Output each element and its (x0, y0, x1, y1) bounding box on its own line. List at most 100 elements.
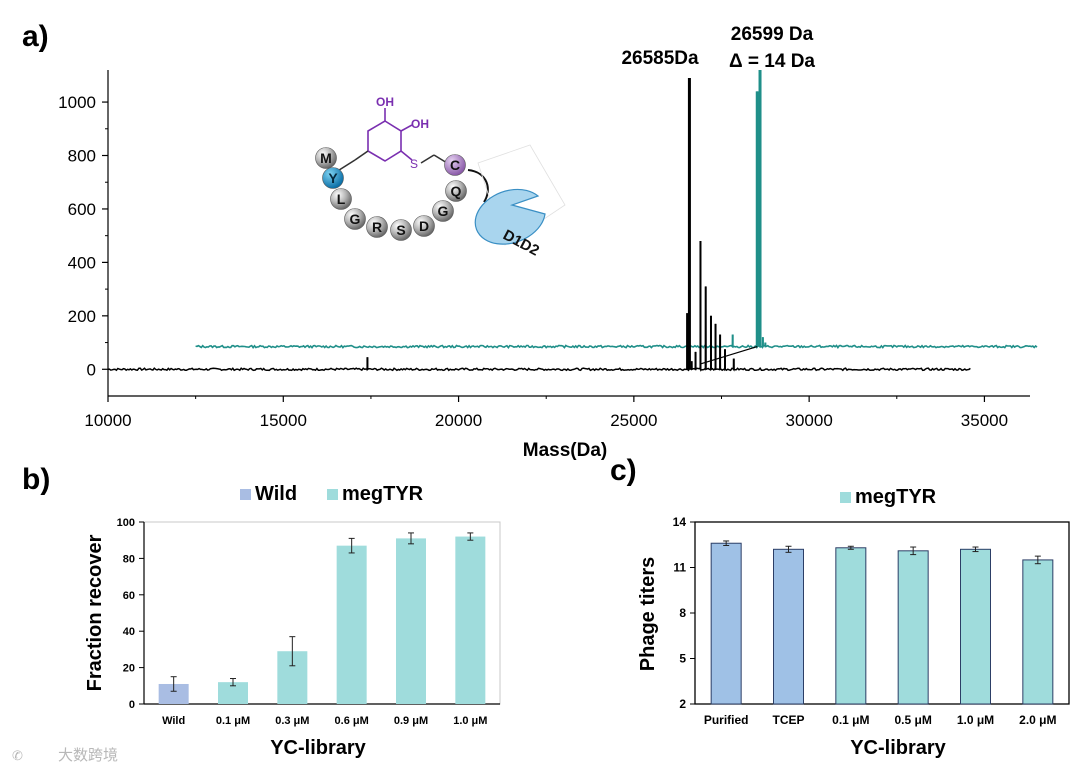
bar (455, 536, 486, 704)
y-tick-label: 8 (679, 606, 686, 620)
x-tick-label: 20000 (435, 411, 482, 430)
x-tick-label: Wild (162, 715, 185, 727)
s-ch2-bond-1 (420, 154, 435, 164)
y-tick-label: 400 (68, 253, 96, 272)
x-tick-label: 0.1 μM (216, 715, 250, 727)
bar (218, 682, 248, 704)
panel-a: a) 0 200 400 600 800 1000 10000 15000 20000 25000… (22, 20, 1038, 461)
error-bar (289, 636, 296, 667)
legend-item-megtyr: megTYR (327, 483, 424, 505)
series-line-megtyr (195, 69, 1038, 350)
residue-letter: Q (451, 183, 462, 199)
y-tick-label: 40 (123, 626, 135, 638)
x-tick-label: 30000 (786, 411, 833, 430)
panel-b-legend: Wild megTYR (240, 483, 424, 505)
panel-b-x-axis-label: YC-library (270, 737, 366, 759)
panel-a-ticks: 0 200 400 600 800 1000 10000 15000 20000 25000 300… (58, 93, 1008, 430)
bar (1022, 559, 1054, 705)
legend-swatch (240, 489, 251, 500)
bar (835, 547, 867, 705)
x-tick-label: 25000 (610, 411, 657, 430)
oh-label-2: OH (411, 117, 429, 131)
y-tick-label: 800 (68, 147, 96, 166)
peak-label-wild: 26585Da (621, 48, 699, 69)
cluster-connector (700, 345, 758, 365)
x-tick-label: 0.6 μM (335, 715, 369, 727)
bar (710, 542, 742, 705)
x-tick-label: 1.0 μM (957, 713, 994, 727)
y-tick-label: 0 (129, 699, 135, 711)
error-bar (230, 678, 236, 687)
panel-c-y-axis-label: Phage titers (637, 557, 659, 671)
legend-label: megTYR (342, 483, 424, 505)
error-bar (348, 537, 355, 554)
d1d2-protein: D1D2 (474, 144, 566, 260)
panel-c-label: c) (610, 454, 637, 487)
residue-l: L (330, 188, 352, 210)
y-tick-label: 60 (123, 590, 135, 602)
residue-r: R (366, 216, 388, 238)
panel-a-label: a) (22, 20, 49, 53)
watermark: ✆ 大数跨境 (12, 746, 118, 764)
panel-c-bars (710, 540, 1054, 705)
x-tick-label: 0.9 μM (394, 715, 428, 727)
residue-d: D (413, 215, 435, 237)
y-tick-label: 200 (68, 307, 96, 326)
bar (396, 538, 426, 704)
panel-b-bars (158, 532, 486, 704)
y-tick-label: 600 (68, 200, 96, 219)
oh-label-1: OH (376, 95, 394, 109)
x-tick-label: Purified (704, 713, 749, 727)
delta-mass-label: Δ = 14 Da (729, 51, 815, 72)
s-bond (400, 150, 413, 161)
residue-s: S (390, 219, 412, 241)
error-bar (467, 532, 474, 541)
bar (897, 550, 929, 705)
residue-y: Y (322, 167, 344, 189)
residue-letter: M (320, 150, 332, 166)
legend-label: Wild (255, 483, 297, 505)
legend-swatch (327, 489, 338, 500)
bar (773, 548, 804, 705)
y-tick-label: 100 (117, 517, 135, 529)
peak-label-megtyr: 26599 Da (731, 24, 814, 45)
series-line-wild (107, 77, 971, 373)
watermark-text: 大数跨境 (58, 746, 118, 764)
x-tick-label: 0.3 μM (275, 715, 309, 727)
x-tick-label: 35000 (961, 411, 1008, 430)
legend-swatch (840, 492, 851, 503)
y-tick-label: 1000 (58, 93, 96, 112)
panel-c-axes: 2 5 8 11 14 Purified TCEP 0.1 μM 0.5 μM 1.0 μM 2.0… (673, 515, 1070, 727)
panel-b-y-axis-label: Fraction recover (84, 534, 106, 691)
panel-b-axes: 0 20 40 60 80 100 Wild 0.1 μM 0.3 μM 0.6 μM 0.9 μM… (117, 517, 501, 727)
residue-letter: C (450, 157, 460, 173)
y-tick-label: 0 (87, 360, 96, 379)
panel-b: b) Wild megTYR 0 20 40 60 80 100 Wild 0.1 μM 0.3 … (22, 463, 501, 759)
residue-letter: D (419, 218, 429, 234)
error-bar (847, 545, 854, 550)
x-tick-label: 15000 (260, 411, 307, 430)
panel-a-axes (107, 70, 1030, 397)
panel-c-x-axis-label: YC-library (850, 737, 946, 759)
x-tick-label: 0.1 μM (832, 713, 869, 727)
residue-g: G (432, 200, 454, 222)
oh-bond-2 (400, 124, 413, 132)
error-bar (972, 546, 979, 553)
y-tick-label: 20 (123, 663, 135, 675)
residue-m: M (315, 147, 337, 169)
catechol-ring (367, 120, 402, 162)
panel-a-x-axis-label: Mass(Da) (523, 440, 607, 461)
residue-q: Q (445, 180, 467, 202)
error-bar (1034, 555, 1041, 565)
x-tick-label: 2.0 μM (1019, 713, 1056, 727)
legend-label: megTYR (855, 486, 937, 508)
x-tick-label: 1.0 μM (453, 715, 487, 727)
error-bar (785, 545, 792, 553)
residue-letter: S (396, 222, 405, 238)
panel-a-series (107, 69, 1038, 373)
panel-c: c) megTYR 2 5 8 11 14 Purified TCEP 0.1 μM 0.5 μ… (610, 454, 1070, 759)
y-tick-label: 11 (673, 561, 686, 575)
y-tick-label: 2 (679, 697, 686, 711)
error-bar (408, 532, 414, 545)
